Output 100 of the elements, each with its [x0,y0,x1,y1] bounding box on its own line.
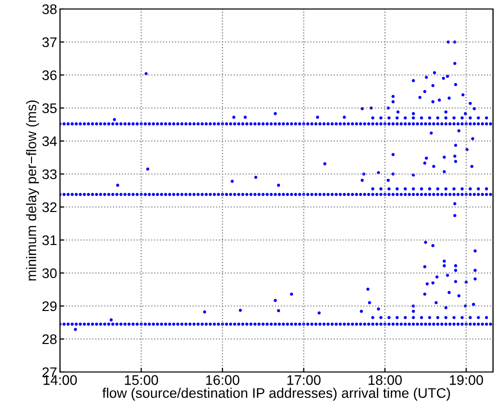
point [396,316,399,320]
point [428,316,432,320]
point [360,178,364,182]
point [290,292,294,296]
point [112,118,116,122]
point [444,187,448,190]
point [435,275,438,279]
point [376,307,380,311]
point [454,280,458,284]
point [444,316,448,320]
point [396,110,400,114]
point [423,265,426,268]
point [420,116,424,120]
point [446,74,450,78]
point [476,316,480,320]
point [461,93,464,96]
point [434,301,438,304]
point [432,164,436,168]
point [379,116,382,120]
point [276,184,280,187]
point [442,170,446,174]
x-tick-label: 19:00 [450,375,484,385]
point [457,129,460,132]
point [420,187,424,190]
point [432,71,436,74]
point [442,264,446,268]
point [460,316,464,320]
point [276,309,280,312]
point [274,298,277,302]
y-tick-label: 30 [42,268,57,278]
point [412,79,415,82]
point [448,290,451,294]
point [442,76,445,80]
point [484,187,488,190]
point [426,282,429,286]
point [342,116,346,119]
point [144,72,148,76]
point [428,187,432,190]
point [404,116,407,120]
point [436,116,440,120]
y-tick-label: 32 [42,202,57,212]
x-tick-label: 15:00 [124,375,158,385]
point [453,214,456,218]
point [423,162,426,165]
point [476,187,480,190]
y-tick-label: 35 [42,103,57,114]
point [392,94,395,98]
point [457,294,460,298]
point [392,100,395,104]
point [468,187,472,190]
point [110,318,113,322]
y-tick-label: 34 [42,136,57,146]
point [454,160,458,164]
point [424,156,428,160]
point [436,187,440,190]
point [404,187,407,190]
point [423,90,426,94]
point [470,164,474,168]
point [460,116,464,120]
point [453,62,456,66]
point [453,202,456,206]
point [438,98,441,102]
point [460,187,464,190]
point [431,100,434,104]
point [116,184,120,187]
x-axis-title: flow (source/destination IP addresses) arrival time (UTC) [102,388,450,401]
point [436,316,440,320]
point [418,96,422,99]
point [423,292,426,296]
point [387,316,391,320]
x-tick-label: 16:00 [206,375,240,385]
point [368,301,372,304]
point [471,137,474,140]
point [371,187,374,190]
point [318,311,321,314]
point [371,116,374,120]
point [371,316,374,320]
point [474,268,477,272]
point [468,102,472,105]
point [274,112,277,116]
point [484,316,488,320]
x-tick-label: 18:00 [368,375,402,385]
point [474,249,477,252]
point [446,274,450,277]
point [430,132,433,135]
point [453,154,456,158]
point [472,302,476,306]
point [428,116,432,120]
point [74,328,77,331]
point [448,96,451,100]
point [386,178,390,182]
point [444,306,448,310]
y-tick-label: 36 [42,70,57,80]
point [442,156,446,159]
point [387,116,391,120]
point [468,316,472,320]
point [476,116,480,120]
y-tick-label: 38 [42,4,57,14]
point [431,244,434,248]
point [431,281,434,284]
